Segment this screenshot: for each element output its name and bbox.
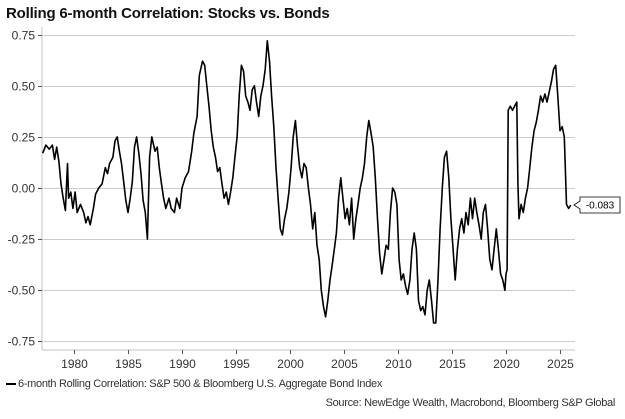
y-tick-label: 0.50: [12, 80, 36, 94]
chart-title: Rolling 6-month Correlation: Stocks vs. …: [6, 5, 330, 22]
x-tick-label: 2010: [385, 357, 412, 371]
callout-box: [573, 196, 621, 214]
y-tick-label: -0.75: [8, 335, 36, 349]
x-tick-label: 1990: [169, 357, 196, 371]
y-tick-label: -0.25: [8, 233, 36, 247]
y-tick-label: 0.00: [12, 182, 36, 196]
x-tick-label: 1995: [223, 357, 250, 371]
legend-label: 6-month Rolling Correlation: S&P 500 & B…: [18, 378, 383, 390]
end-value-callout: -0.083: [573, 196, 621, 214]
x-tick-label: 2020: [493, 357, 520, 371]
y-tick-label: -0.50: [8, 284, 36, 298]
x-tick-label: 2000: [277, 357, 304, 371]
callout-label: -0.083: [586, 200, 615, 211]
series-layer: [41, 40, 572, 324]
x-tick-label: 1980: [61, 357, 88, 371]
x-axis: 1980 1985 1990 1995 2000 2005 2010 2015 2020 2025: [42, 349, 575, 371]
x-tick-label: 1985: [115, 357, 142, 371]
x-tick-label: 2015: [439, 357, 466, 371]
x-tick-label: 2025: [547, 357, 574, 371]
legend-line-swatch: [6, 383, 16, 385]
legend: 6-month Rolling Correlation: S&P 500 & B…: [6, 378, 382, 390]
x-tick-label: 2005: [331, 357, 358, 371]
source-note: Source: NewEdge Wealth, Macrobond, Bloom…: [325, 397, 616, 409]
y-tick-label: 0.25: [12, 131, 36, 145]
y-tick-label: 0.75: [12, 29, 36, 43]
y-axis: 0.75 0.50 0.25 0.00 -0.25 -0.50 -0.75: [8, 27, 43, 350]
series-line: [41, 40, 572, 324]
